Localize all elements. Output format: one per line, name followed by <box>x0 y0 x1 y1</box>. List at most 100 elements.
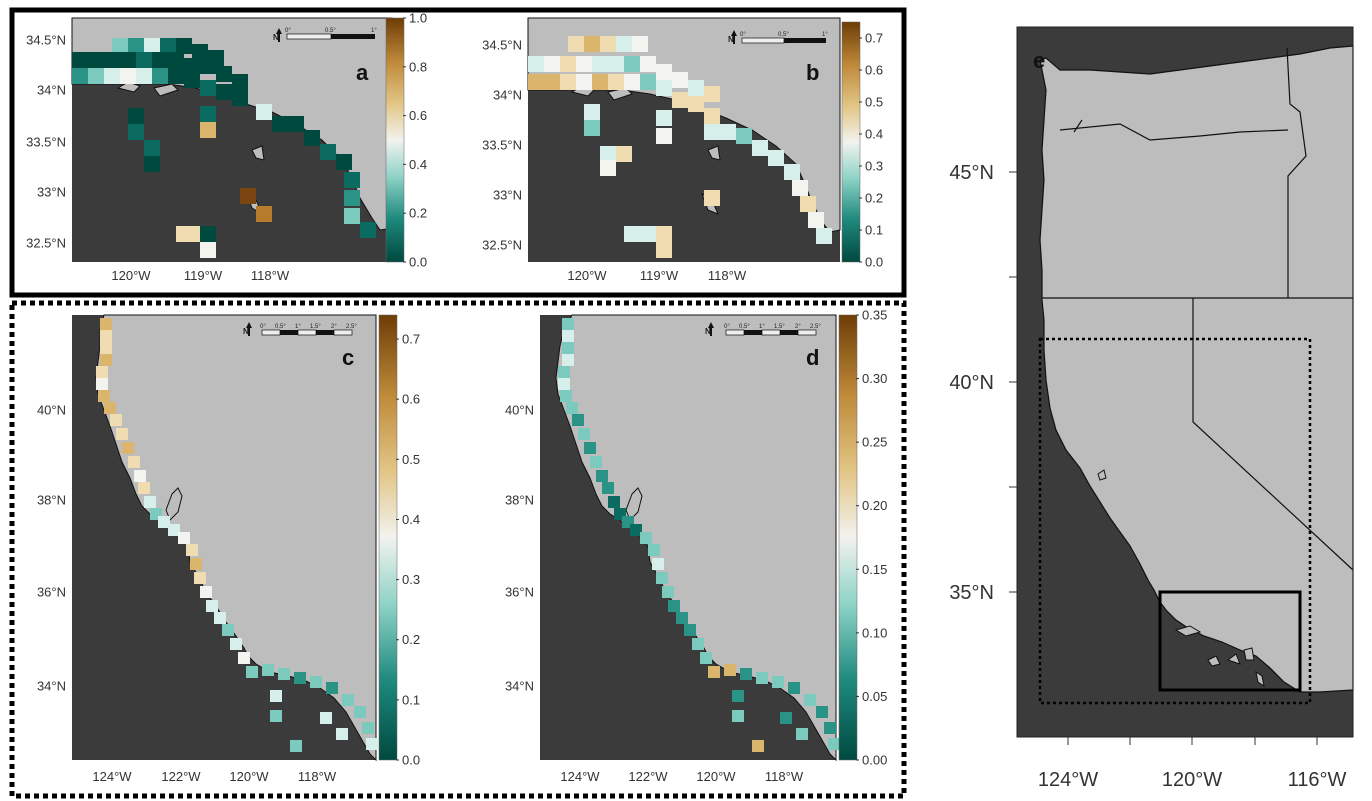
raster-cell <box>184 72 200 88</box>
colorbar-tick-label: 0.0 <box>409 255 427 270</box>
panel-e-state-lines <box>1042 47 1354 571</box>
raster-cell <box>608 56 624 72</box>
raster-cell <box>558 378 570 390</box>
x-tick-label: 119°W <box>640 268 679 283</box>
colorbar-tick-label: 0.5 <box>865 95 883 110</box>
scale-label: 0° <box>740 32 746 38</box>
raster-cell <box>656 242 672 258</box>
panel-e-island <box>1243 647 1255 661</box>
scale-label: 1.5° <box>310 324 321 330</box>
raster-cell <box>692 638 704 650</box>
raster-cell <box>158 516 170 528</box>
panel-e-extent-dotted <box>1038 337 1312 705</box>
raster-cell <box>560 390 572 402</box>
scale-label: 0° <box>724 324 730 330</box>
raster-cell <box>772 676 784 688</box>
colorbar-tick-label: 0.6 <box>409 108 427 123</box>
raster-cell <box>756 672 768 684</box>
raster-cell <box>616 36 632 52</box>
raster-cell <box>784 164 800 180</box>
raster-cell <box>704 124 720 140</box>
cells-b <box>528 36 832 258</box>
raster-cell <box>144 156 160 172</box>
colorbar-tick-label: 0.20 <box>862 498 887 513</box>
raster-cell <box>608 74 624 90</box>
x-tick-label: 120°W <box>229 769 269 784</box>
raster-cell <box>344 172 360 188</box>
raster-cell <box>128 108 144 124</box>
raster-cell <box>792 180 808 196</box>
x-tick-label: 120°W <box>567 268 607 283</box>
y-tick-label: 38°N <box>505 493 534 508</box>
raster-cell <box>336 728 348 740</box>
raster-cell <box>336 154 352 170</box>
raster-cell <box>528 56 544 72</box>
raster-cell <box>708 666 720 678</box>
raster-cell <box>824 722 836 734</box>
raster-cell <box>320 144 336 160</box>
y-tick-label: 33°N <box>37 185 66 200</box>
x-tick-label: 122°W <box>628 769 668 784</box>
north-arrow: N <box>705 322 714 336</box>
raster-cell <box>562 318 574 330</box>
colorbar-tick-label: 0.2 <box>865 191 883 206</box>
raster-cell <box>736 128 752 144</box>
x-tick-label: 118°W <box>708 268 747 283</box>
raster-cell <box>662 586 674 598</box>
y-tick-label: 34°N <box>493 88 522 103</box>
colorbar-tick-label: 0.05 <box>862 689 887 704</box>
raster-cell <box>270 710 282 722</box>
raster-cell <box>256 206 272 222</box>
raster-cell <box>240 188 256 204</box>
raster-cell <box>178 532 190 544</box>
x-tick-label: 122°W <box>161 769 201 784</box>
raster-cell <box>600 146 616 162</box>
raster-cell <box>342 694 354 706</box>
raster-cell <box>740 668 752 680</box>
raster-cell <box>624 226 640 242</box>
raster-cell <box>152 68 168 84</box>
raster-cell <box>584 442 596 454</box>
raster-cell <box>168 524 180 536</box>
raster-cell <box>704 108 720 124</box>
x-tick-label: 118°W <box>765 769 804 784</box>
raster-cell <box>120 68 136 84</box>
colorbar-tick-label: 0.35 <box>862 308 887 323</box>
raster-cell <box>192 44 208 60</box>
scale-label: 1° <box>822 32 828 38</box>
y-tick-label: 33°N <box>493 188 522 203</box>
colorbar-tick-label: 0.30 <box>862 371 887 386</box>
colorbar-tick-label: 0.4 <box>865 127 883 142</box>
colorbar-tick-label: 0.2 <box>409 206 427 221</box>
panel-a-letter: a <box>356 60 369 85</box>
raster-cell <box>656 80 672 96</box>
scale-label: 2° <box>331 324 337 330</box>
colorbar-tick-label: 1.0 <box>409 11 427 26</box>
cells-a <box>72 38 376 258</box>
raster-cell <box>700 652 712 664</box>
raster-cell <box>590 456 602 468</box>
raster-cell <box>656 226 672 242</box>
colorbar-tick-label: 0.4 <box>402 512 420 527</box>
panel-a-colorbar <box>385 17 405 263</box>
colorbar-tick-label: 0.15 <box>862 562 887 577</box>
panel-b: N 0° 0.5° 1° b <box>527 17 861 263</box>
panel-d-letter: d <box>806 345 819 370</box>
x-tick-label: 124°W <box>92 769 132 784</box>
scale-label: 0° <box>260 324 266 330</box>
raster-cell <box>104 52 120 68</box>
colorbar-tick-label: 0.5 <box>402 452 420 467</box>
raster-cell <box>96 366 108 378</box>
raster-cell <box>238 652 250 664</box>
raster-cell <box>128 38 144 54</box>
raster-cell <box>362 722 374 734</box>
north-arrow: N <box>273 28 282 42</box>
raster-cell <box>138 482 150 494</box>
raster-cell <box>230 638 242 650</box>
raster-cell <box>600 160 616 176</box>
panel-e-island <box>1097 469 1107 481</box>
raster-cell <box>200 80 216 96</box>
cells-d <box>558 318 840 752</box>
panel-e-island <box>1174 625 1202 637</box>
